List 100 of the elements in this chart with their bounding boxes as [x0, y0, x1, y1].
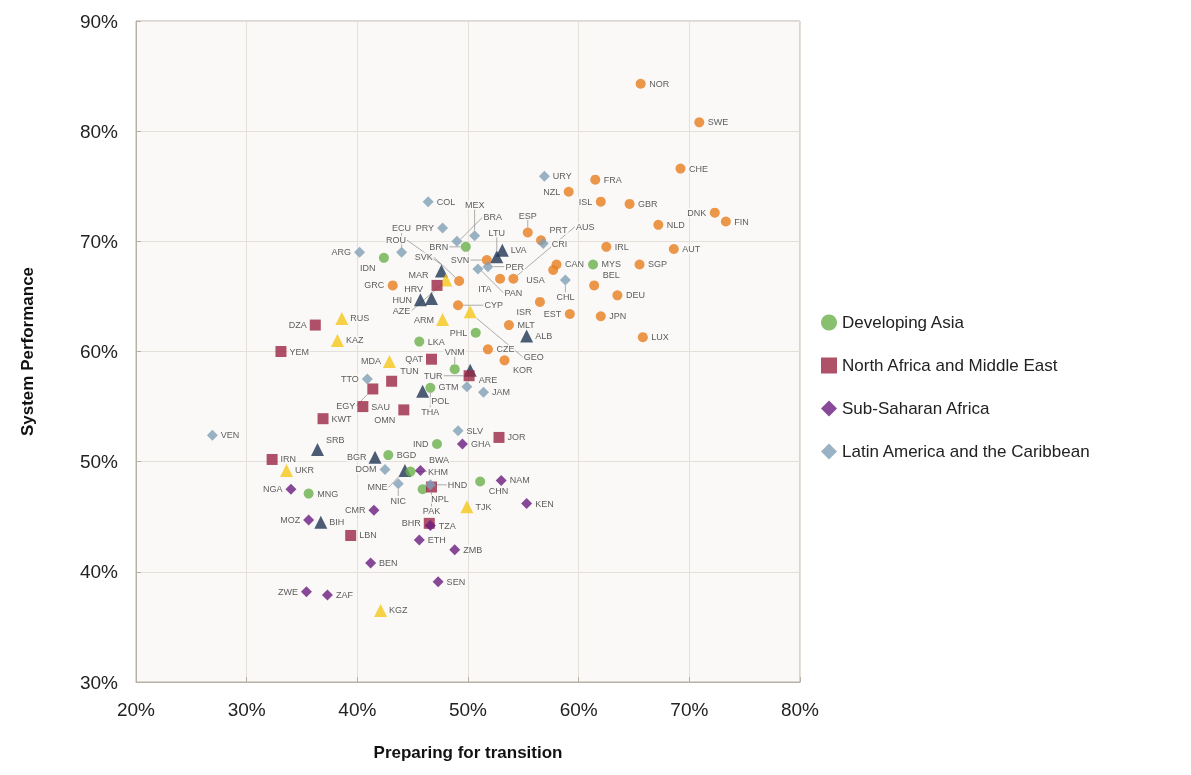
- y-tick-label: 50%: [79, 451, 119, 473]
- data-label: NAM: [509, 475, 530, 486]
- data-label: POL: [431, 396, 450, 407]
- data-label: CZE: [496, 344, 515, 355]
- data-label: USA: [526, 274, 545, 285]
- data-label: GBR: [638, 198, 659, 209]
- data-label: NPL: [431, 494, 449, 505]
- data-label: TTO: [340, 374, 359, 385]
- data-label: EGY: [336, 400, 356, 411]
- data-label: BGR: [347, 452, 368, 463]
- data-label: BEN: [379, 558, 398, 569]
- data-label: DOM: [355, 464, 377, 475]
- x-tick-label: 60%: [559, 699, 598, 720]
- data-label: PAK: [422, 506, 441, 517]
- data-label: ZMB: [463, 544, 483, 555]
- x-tick-label: 80%: [780, 699, 820, 720]
- data-label: MDA: [360, 356, 381, 367]
- data-label: CYP: [484, 300, 504, 311]
- data-label: JPN: [609, 311, 627, 322]
- data-label: THA: [421, 406, 440, 417]
- data-label: BRA: [483, 212, 502, 223]
- data-label: LUX: [651, 332, 669, 343]
- data-label: GHA: [470, 439, 491, 450]
- y-tick-label: 70%: [79, 230, 119, 252]
- data-label: YEM: [289, 346, 309, 357]
- data-label: LBN: [359, 530, 377, 541]
- data-label: BWA: [428, 455, 450, 466]
- data-label: URY: [552, 171, 572, 182]
- data-label: CMR: [344, 505, 366, 516]
- data-label: UKR: [295, 465, 315, 476]
- data-label: ARE: [478, 375, 498, 386]
- data-label: TJK: [475, 501, 492, 512]
- data-label: BRN: [429, 241, 449, 252]
- data-label: ECU: [392, 223, 412, 234]
- data-label: GTM: [438, 381, 459, 392]
- data-label: SVN: [450, 255, 470, 266]
- data-label: QAT: [405, 354, 424, 365]
- data-label: KOR: [513, 365, 534, 376]
- data-label: ZWE: [277, 586, 298, 597]
- data-label: MAR: [408, 270, 430, 281]
- data-label: TZA: [438, 520, 456, 531]
- data-label: LTU: [488, 227, 505, 238]
- x-tick-label: 30%: [227, 699, 266, 720]
- data-label: GRC: [364, 280, 385, 291]
- data-label: ISR: [516, 306, 532, 317]
- data-label: BHR: [401, 518, 422, 529]
- data-label: ESP: [518, 210, 537, 221]
- data-label: ALB: [535, 331, 553, 342]
- data-label: NGA: [262, 484, 283, 495]
- data-label: CHN: [488, 486, 509, 497]
- data-label: SRB: [325, 434, 345, 445]
- data-label: SAU: [371, 401, 390, 412]
- data-label: HUN: [392, 294, 412, 305]
- data-label: MYS: [601, 259, 622, 270]
- data-label: CHE: [688, 163, 708, 174]
- x-tick-label: 20%: [116, 699, 156, 720]
- legend-label: North Africa and Middle East: [842, 356, 1058, 375]
- data-label: IDN: [359, 262, 376, 273]
- y-tick-label: 30%: [79, 671, 119, 693]
- data-label: KAZ: [345, 335, 364, 346]
- data-label: BEL: [602, 270, 620, 281]
- data-label: MEX: [464, 199, 485, 210]
- data-label: HRV: [404, 283, 423, 294]
- data-label: ARM: [414, 314, 435, 325]
- data-label: ZAF: [335, 589, 354, 600]
- data-label: SLV: [466, 425, 483, 436]
- data-label: ROU: [385, 235, 406, 246]
- data-label: OMN: [374, 414, 396, 425]
- data-label: MOZ: [280, 515, 301, 526]
- y-tick-label: 90%: [79, 10, 119, 32]
- data-label: ETH: [427, 534, 446, 545]
- x-tick-label: 50%: [448, 699, 488, 720]
- data-label: PRY: [415, 223, 435, 234]
- data-label: NLD: [666, 219, 686, 230]
- y-tick-label: 80%: [79, 120, 119, 142]
- data-label: SGP: [648, 259, 668, 270]
- data-label: LVA: [510, 245, 527, 256]
- data-label: VNM: [444, 347, 465, 358]
- data-label: PHL: [449, 327, 468, 338]
- data-label: MNE: [367, 482, 388, 493]
- legend-label: Latin America and the Caribbean: [842, 442, 1090, 461]
- data-label: KHM: [427, 466, 448, 477]
- data-label: SWE: [707, 117, 729, 128]
- data-label: CRI: [551, 238, 568, 249]
- data-label: COL: [436, 196, 456, 207]
- legend-label: Sub-Saharan Africa: [842, 399, 990, 418]
- data-label: FRA: [603, 174, 622, 185]
- x-axis-title: Preparing for transition: [373, 743, 563, 762]
- data-label: KGZ: [389, 605, 409, 616]
- data-label: TUN: [400, 366, 419, 377]
- data-label: SVK: [414, 251, 433, 262]
- data-label: NZL: [543, 186, 561, 197]
- data-label: BIH: [329, 517, 345, 528]
- data-label: KWT: [331, 413, 353, 424]
- data-label: FIN: [734, 216, 749, 227]
- data-label: DZA: [288, 320, 307, 331]
- data-label: PER: [505, 261, 525, 272]
- data-label: TUR: [424, 370, 444, 381]
- data-label: EST: [543, 309, 562, 320]
- data-label: VEN: [220, 430, 240, 441]
